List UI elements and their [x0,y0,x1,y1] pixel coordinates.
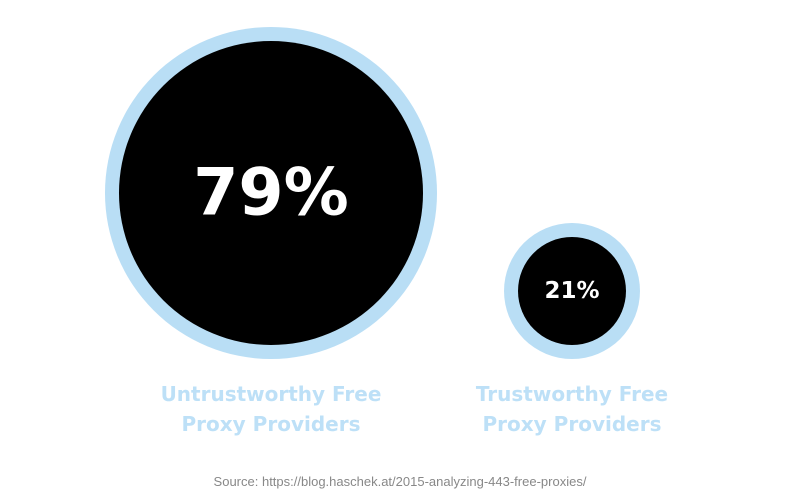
value-label: 79% [193,155,349,230]
category-label: Trustworthy Free Proxy Providers [475,382,669,436]
value-label: 21% [544,278,599,304]
source-note: Source: https://blog.haschek.at/2015-ana… [213,474,587,489]
category-label: Untrustworthy Free Proxy Providers [160,382,382,436]
bubble [518,237,626,345]
bubble [118,40,424,345]
